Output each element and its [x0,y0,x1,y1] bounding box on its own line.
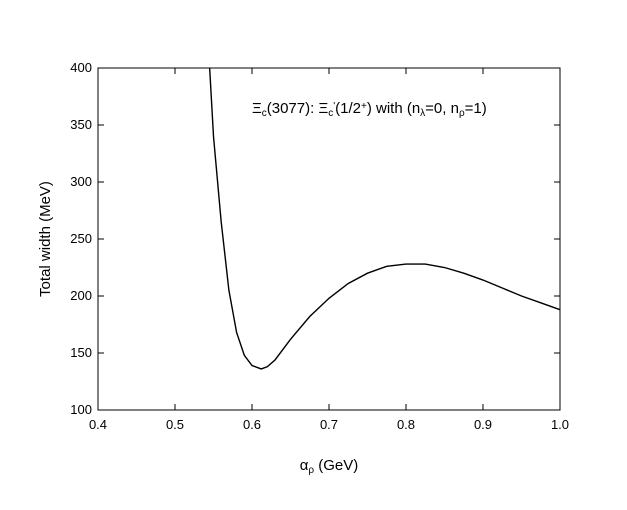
y-tick-label: 250 [70,231,92,246]
x-tick-label: 0.4 [89,417,107,432]
y-tick-label: 300 [70,174,92,189]
text-run: ρ [459,108,465,119]
x-tick-label: 0.5 [166,417,184,432]
text-run: =0, n [425,100,459,117]
x-tick-label: 0.6 [243,417,261,432]
x-tick-label: 1.0 [551,417,569,432]
y-tick-label: 100 [70,402,92,417]
y-tick-label: 400 [70,60,92,75]
text-run: =1) [465,100,487,117]
text-run: + [361,101,367,112]
line-series [208,67,561,370]
plot-frame [97,67,561,411]
y-tick-label: 200 [70,288,92,303]
x-tick-label: 0.8 [397,417,415,432]
y-tick-label: 350 [70,117,92,132]
text-run: Ξ [252,100,262,117]
y-tick-label: 150 [70,345,92,360]
text-run: ) with (n [367,100,420,117]
text-run: λ [420,108,425,119]
x-tick-label: 0.9 [474,417,492,432]
text-run: c [328,108,333,119]
text-run: (GeV) [314,457,358,474]
text-run: c [262,108,267,119]
y-axis-label: Total width (MeV) [37,181,54,297]
text-run: ρ [308,465,314,476]
x-axis-label: αρ (GeV) [300,457,359,476]
text-run: (3077): Ξ [267,100,329,117]
text-run: α [300,457,309,474]
x-tick-label: 0.7 [320,417,338,432]
text-run: ' [333,101,335,112]
annotation: Ξc(3077): Ξc'(1/2+) with (nλ=0, nρ=1) [252,100,487,119]
text-run: (1/2 [335,100,361,117]
